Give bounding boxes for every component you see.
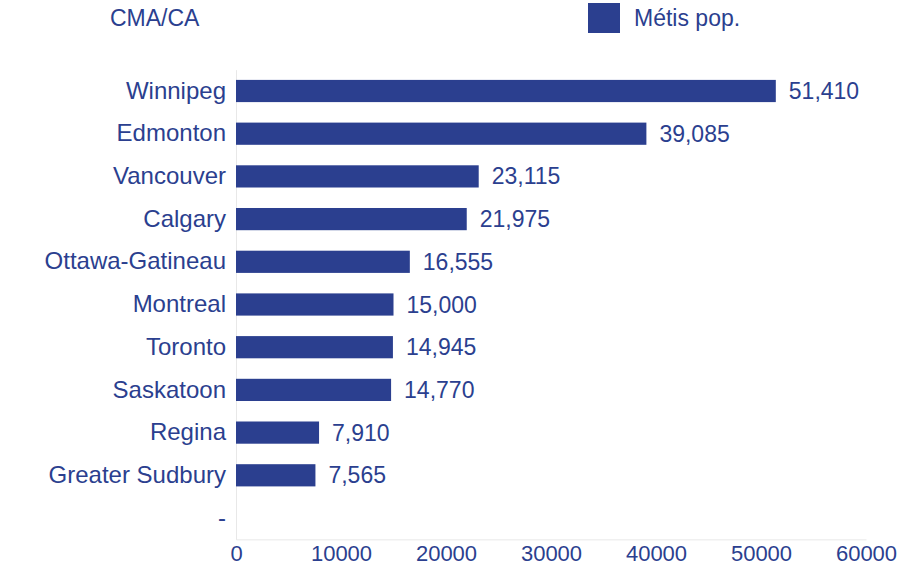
bar [236, 208, 467, 230]
y-tick: Ottawa-Gatineau [45, 247, 236, 274]
x-tick: 0 [230, 539, 242, 566]
y-tick: Regina [150, 418, 236, 445]
data-label: 14,945 [406, 334, 476, 360]
y-tick-label: Regina [150, 418, 227, 445]
bar [236, 251, 410, 273]
data-label: 7,910 [332, 420, 390, 446]
y-tick: Calgary [143, 205, 236, 232]
y-tick: Saskatoon [113, 376, 236, 403]
data-label: 39,085 [659, 121, 729, 147]
x-tick-label: 30000 [521, 541, 582, 566]
x-tick-label: 20000 [416, 541, 477, 566]
data-label: 51,410 [789, 78, 859, 104]
bar [236, 464, 315, 486]
y-tick-label: Saskatoon [113, 376, 226, 403]
x-tick: 10000 [311, 539, 372, 566]
y-tick-label: Montreal [133, 290, 226, 317]
y-tick: Toronto [146, 333, 236, 360]
y-tick: Vancouver [113, 162, 236, 189]
data-labels: 51,410 39,085 23,115 21,975 16,555 15,000 14,9… [328, 78, 859, 488]
legend-label: Métis pop. [634, 5, 740, 31]
chart: Winnipeg Edmonton Vancouver Calgary Ottawa-G… [0, 0, 900, 574]
y-axis: Winnipeg Edmonton Vancouver Calgary Ottawa-G… [45, 70, 237, 540]
x-tick-label: 40000 [626, 541, 687, 566]
y-tick-label: Vancouver [113, 162, 226, 189]
bar [236, 80, 776, 102]
y-tick: Winnipeg [126, 77, 236, 104]
y-tick-label: - [218, 504, 226, 531]
x-tick-label: 0 [230, 541, 242, 566]
data-label: 7,565 [328, 462, 386, 488]
bar [236, 165, 479, 187]
x-tick-label: 60000 [836, 541, 897, 566]
y-tick-label: Edmonton [117, 119, 226, 146]
y-tick-label: Winnipeg [126, 77, 226, 104]
x-tick: 20000 [416, 539, 477, 566]
legend-swatch [588, 3, 620, 33]
data-label: 21,975 [480, 206, 550, 232]
data-label: 15,000 [407, 292, 477, 318]
x-axis: 0 10000 20000 30000 40000 50000 60000 [230, 539, 897, 566]
bar [236, 421, 319, 443]
x-tick: 30000 [521, 539, 582, 566]
bar [236, 379, 391, 401]
y-tick-label: Calgary [143, 205, 226, 232]
data-label: 23,115 [492, 163, 561, 189]
bar [236, 293, 394, 315]
bars [236, 80, 776, 487]
x-tick: 40000 [626, 539, 687, 566]
y-tick-label: Greater Sudbury [49, 461, 226, 488]
bar [236, 123, 646, 145]
y-tick: Montreal [133, 290, 236, 317]
y-tick-label: Toronto [146, 333, 226, 360]
x-tick: 50000 [731, 539, 792, 566]
data-label: 16,555 [423, 249, 493, 275]
bar [236, 336, 393, 358]
x-tick-label: 10000 [311, 541, 372, 566]
y-tick: Edmonton [117, 119, 236, 146]
y-tick: Greater Sudbury [49, 461, 236, 488]
axis-title: CMA/CA [110, 5, 200, 31]
legend: Métis pop. [588, 3, 740, 33]
x-tick: 60000 [836, 539, 897, 566]
x-tick-label: 50000 [731, 541, 792, 566]
y-tick-label: Ottawa-Gatineau [45, 247, 226, 274]
data-label: 14,770 [404, 377, 474, 403]
y-tick: - [218, 504, 236, 531]
